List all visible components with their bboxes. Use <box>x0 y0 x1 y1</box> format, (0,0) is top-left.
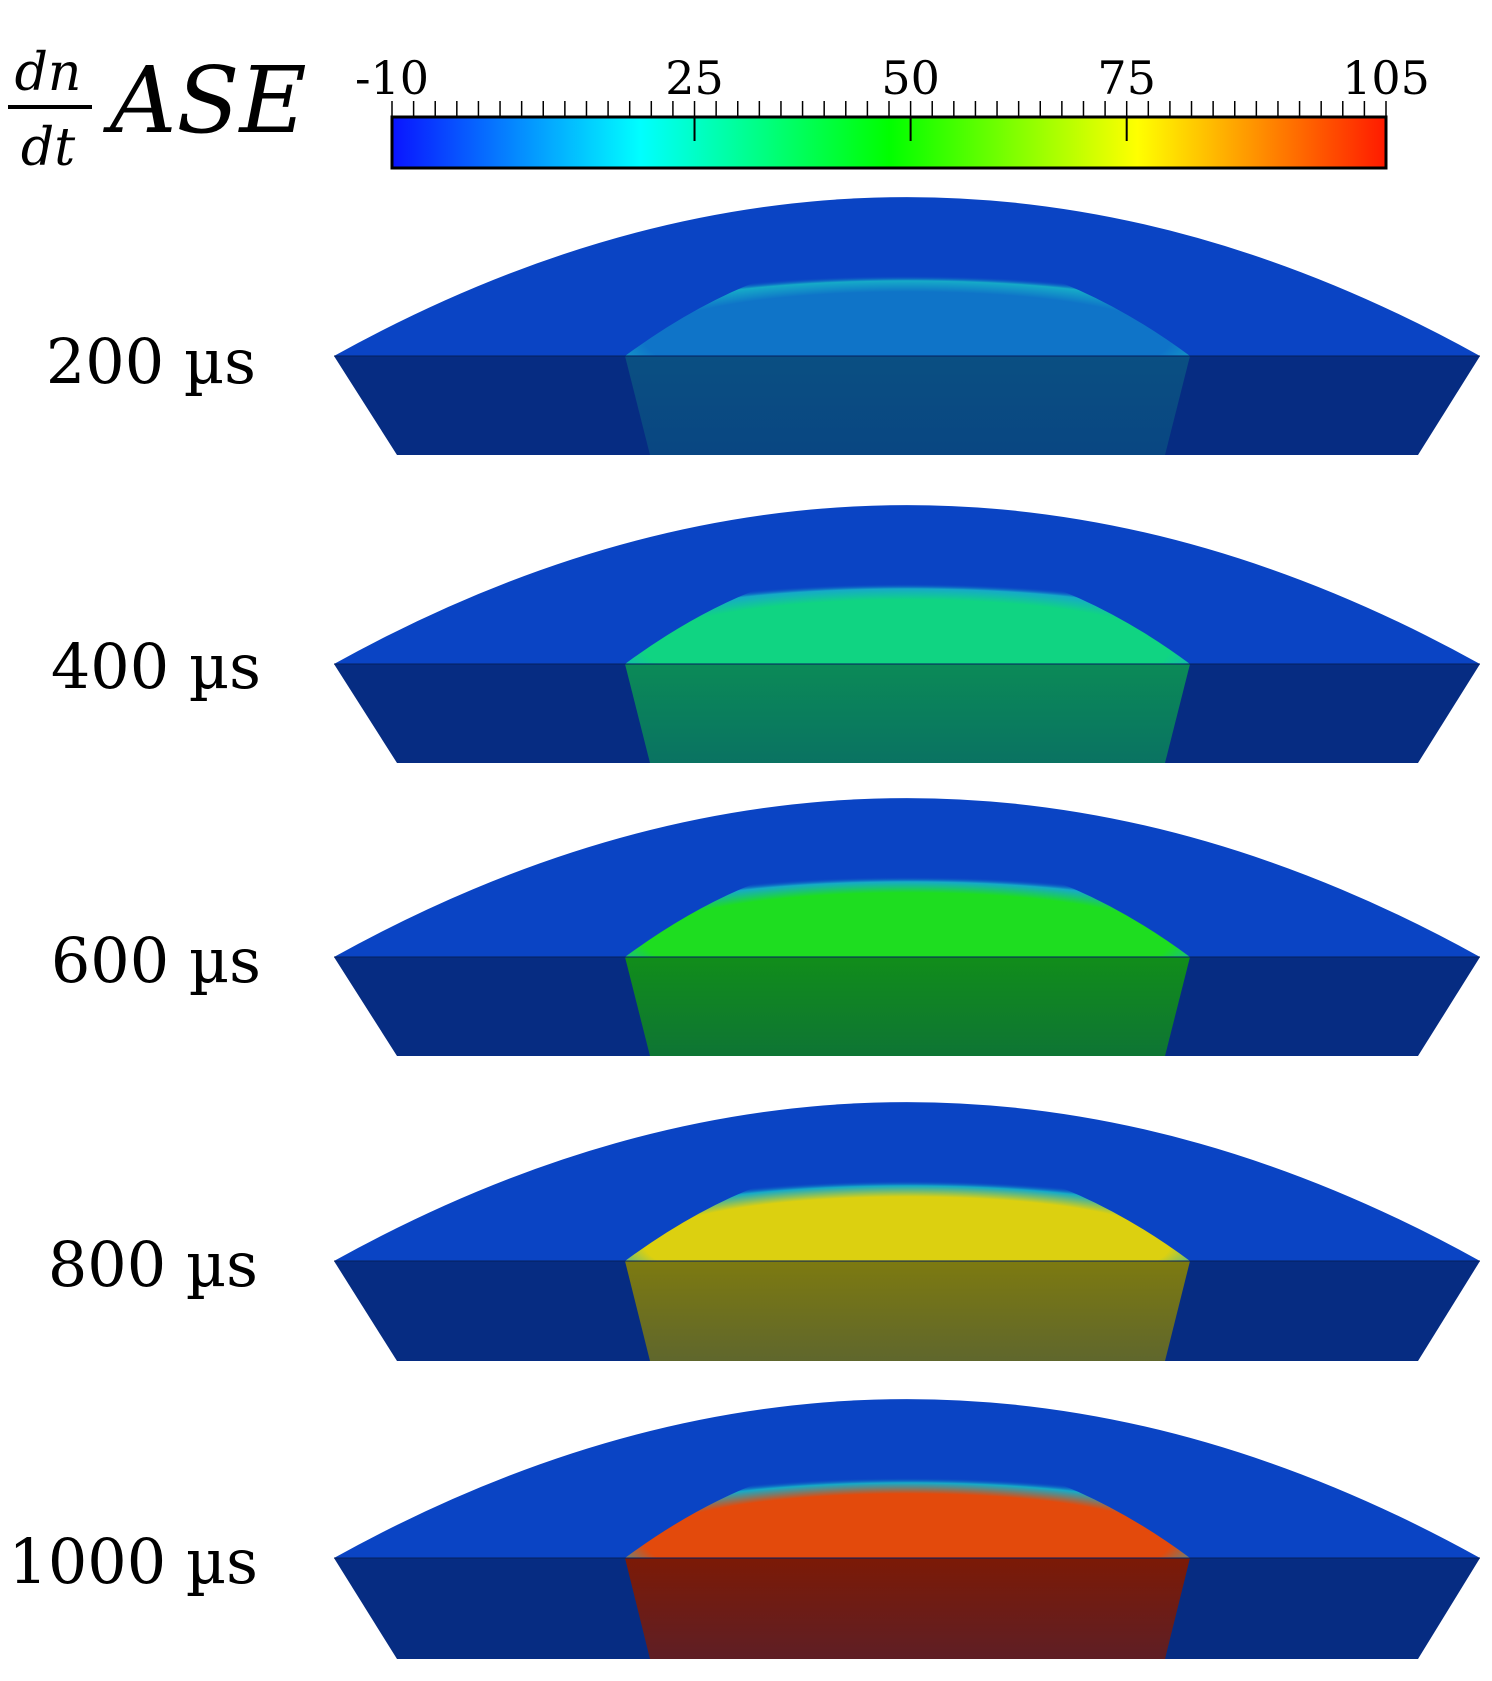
colorbar-tick-label: 50 <box>881 51 940 105</box>
slab-panel-1000us <box>334 1399 1480 1659</box>
time-label-400: 400 µs <box>51 630 261 703</box>
colorbar-tick-label: 75 <box>1097 51 1156 105</box>
core-gain-region-side <box>625 1261 1190 1361</box>
slab-panel-200us <box>334 197 1480 455</box>
time-label-800: 800 µs <box>48 1228 258 1301</box>
core-gain-region-top <box>625 559 1190 664</box>
time-label-200: 200 µs <box>46 325 256 398</box>
colorbar-title-denominator: dt <box>21 118 75 178</box>
colorbar-title: dn dt ASE <box>8 43 307 178</box>
colorbar: -10 25 50 75 105 <box>355 51 1430 170</box>
time-label-1000: 1000 µs <box>8 1525 258 1598</box>
core-gain-region-side <box>625 957 1190 1056</box>
colorbar-ticks: -10 25 50 75 105 <box>355 51 1430 141</box>
core-gain-region-side <box>625 664 1190 763</box>
time-label-600: 600 µs <box>51 924 261 997</box>
slab-panel-800us <box>334 1102 1480 1361</box>
colorbar-tick-label: 105 <box>1342 51 1430 105</box>
core-gain-region-top <box>625 1453 1190 1558</box>
colorbar-tick-label: -10 <box>355 51 429 105</box>
core-gain-region-side <box>625 356 1190 455</box>
slab-panel-400us <box>334 505 1480 763</box>
core-gain-region-side <box>625 1558 1190 1659</box>
colorbar-title-ase: ASE <box>102 47 307 154</box>
core-gain-region-top <box>625 852 1190 957</box>
core-gain-region-top <box>625 1156 1190 1261</box>
slab-panel-600us <box>334 798 1480 1056</box>
colorbar-tick-label: 25 <box>665 51 724 105</box>
colorbar-title-numerator: dn <box>15 43 82 103</box>
core-gain-region-top <box>625 251 1190 356</box>
colorbar-gradient-bar <box>390 115 1388 170</box>
